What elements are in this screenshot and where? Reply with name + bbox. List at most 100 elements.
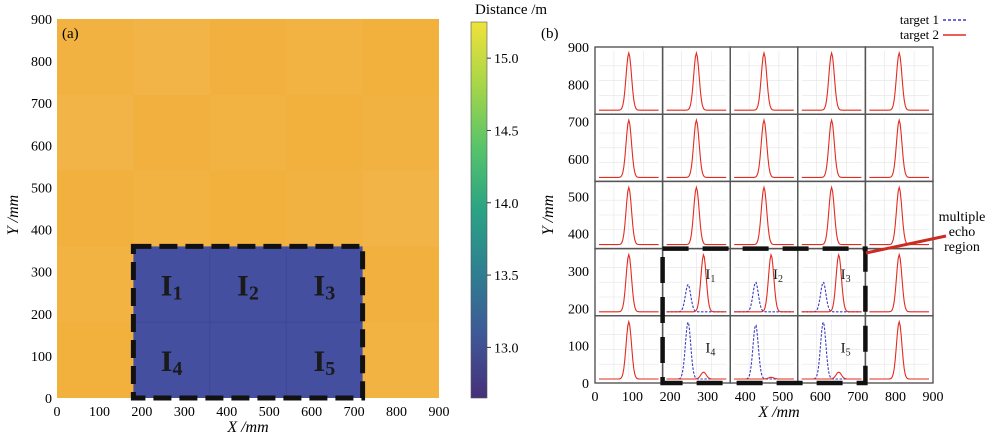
target-2-echo-line [801, 118, 862, 178]
background-tile [363, 322, 439, 398]
x-tick-label: 400 [216, 405, 237, 420]
colorbar-tick-label: 14.5 [494, 124, 519, 139]
x-tick-label: 600 [301, 405, 322, 420]
colorbar-tick-label: 13.5 [494, 269, 519, 284]
annotation-line-2: echo [949, 225, 975, 240]
y-tick-label: 300 [31, 266, 52, 281]
colorbar-ticks: 13.0 13.5 14.0 14.5 15.0 [487, 52, 519, 356]
echo-cell [864, 180, 934, 250]
region-label: I3 [314, 269, 336, 304]
panel-label: (a) [62, 26, 79, 42]
y-tick-label: 100 [568, 340, 589, 355]
x-axis-ticks: 0 100 200 300 400 500 600 700 800 900 [54, 405, 450, 420]
x-tick-label: 200 [131, 405, 152, 420]
target-2-echo-line [599, 252, 659, 313]
region-label: I5 [314, 345, 336, 380]
x-tick-label: 700 [344, 405, 365, 420]
x-tick-label: 700 [847, 390, 868, 405]
x-tick-label: 0 [592, 390, 599, 405]
target-2-echo-line [801, 185, 862, 246]
background-tile [133, 19, 210, 95]
target-2-echo-line [599, 185, 659, 246]
colorbar-title: Distance /m [475, 2, 547, 18]
background-tile [57, 246, 133, 322]
y-axis-label: Y /mm [540, 195, 557, 235]
y-tick-label: 600 [31, 139, 52, 154]
x-tick-label: 500 [772, 390, 793, 405]
target-2-echo-line [869, 185, 929, 246]
x-tick-label: 300 [697, 390, 718, 405]
y-tick-label: 0 [45, 392, 52, 407]
y-tick-label: 900 [31, 13, 52, 28]
y-tick-label: 600 [568, 153, 589, 168]
annotation-line-3: region [944, 240, 980, 255]
target-2-echo-line [666, 118, 727, 178]
target-2-echo-line [801, 50, 862, 111]
x-tick-label: 0 [54, 405, 61, 420]
target-2-echo-line [734, 252, 794, 313]
legend: target 1 target 2 [900, 12, 966, 42]
background-tile [210, 171, 286, 247]
y-tick-label: 800 [568, 78, 589, 93]
target-2-echo-line [734, 118, 794, 178]
region-label: I3 [841, 267, 851, 285]
annotation-arrow [865, 234, 947, 255]
x-tick-label: 900 [923, 390, 944, 405]
region-label: I4 [161, 345, 183, 380]
target-2-echo-line [734, 185, 794, 246]
background-tile [57, 94, 134, 171]
target-2-echo-line [801, 252, 862, 313]
target-2-echo-line [666, 252, 727, 313]
background-tile [210, 95, 286, 171]
background-tile [363, 246, 439, 322]
echo-cells [594, 46, 934, 384]
x-tick-label: 900 [429, 405, 450, 420]
y-tick-label: 800 [31, 55, 52, 70]
colorbar-tick-label: 15.0 [494, 52, 519, 67]
echo-cell [729, 180, 799, 250]
target-2-echo-line [869, 118, 929, 178]
echo-cell [729, 315, 799, 384]
region-label: I2 [773, 267, 783, 285]
target-2-echo-line [599, 118, 659, 178]
y-axis-label: Y /mm [5, 195, 22, 235]
y-tick-label: 0 [582, 377, 589, 392]
y-axis-ticks: 0 100 200 300 400 500 600 700 800 900 [568, 41, 589, 392]
background-tile [133, 171, 209, 247]
background-tile [362, 170, 439, 247]
y-tick-label: 700 [568, 116, 589, 131]
background-tile [363, 95, 439, 171]
region-label: I4 [705, 340, 715, 358]
annotation: multiple echo region [865, 210, 986, 255]
x-axis-label: X /mm [757, 404, 799, 421]
target-2-echo-line [869, 319, 929, 380]
target-2-echo-line [869, 50, 929, 111]
target-2-echo-line [801, 371, 862, 380]
target-2-echo-line [734, 50, 794, 111]
background-tile [57, 322, 133, 398]
background-tile [363, 19, 439, 95]
target-region-dashed-border [130, 243, 366, 401]
background-tile [286, 95, 362, 171]
background-tile [133, 95, 209, 171]
background-tile [286, 19, 362, 95]
x-tick-label: 200 [660, 390, 681, 405]
legend-target-1: target 1 [900, 12, 939, 27]
x-tick-label: 400 [735, 390, 756, 405]
y-tick-label: 300 [568, 265, 589, 280]
annotation-line-1: multiple [939, 210, 986, 225]
dashed-region-border [660, 246, 868, 386]
x-axis-ticks: 0 100 200 300 400 500 600 700 800 900 [592, 390, 944, 405]
echo-cell [797, 113, 867, 183]
target-2-echo-line [869, 252, 929, 313]
background-tile [286, 171, 362, 247]
colorbar-tick-label: 13.0 [494, 341, 519, 356]
y-tick-label: 900 [568, 41, 589, 56]
panel-label: (b) [541, 26, 559, 42]
target-2-echo-line [599, 50, 659, 111]
region-label: I2 [237, 269, 259, 304]
y-tick-label: 200 [31, 308, 52, 323]
